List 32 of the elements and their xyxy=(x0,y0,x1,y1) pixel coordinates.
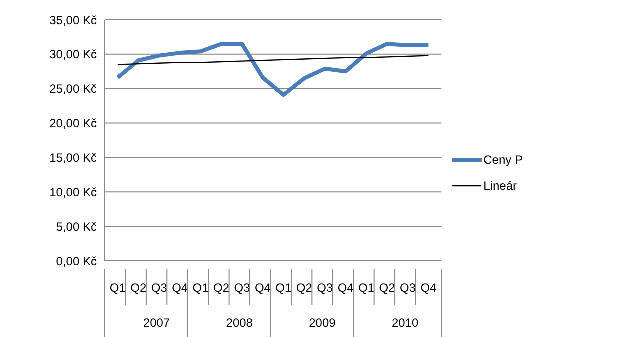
x-tick-label: Q2 xyxy=(296,281,313,295)
y-tick-label: 15,00 Kč xyxy=(50,150,97,165)
y-tick-label: 25,00 Kč xyxy=(50,82,97,96)
x-tick-label: Q3 xyxy=(317,281,334,295)
x-tick-label: Q2 xyxy=(379,281,396,295)
text: 2009 xyxy=(309,316,336,330)
x-tick-label: Q2 xyxy=(214,281,230,295)
x-tick-label: Q4 xyxy=(420,281,438,295)
x-tick-label: Q2 xyxy=(130,281,147,295)
x-tick-label: Q1 xyxy=(276,281,292,295)
y-tick-label: 20,00 Kč xyxy=(50,116,97,131)
y-tick-label: 35,00 Kč xyxy=(50,13,97,28)
legend-label: Lineár xyxy=(484,178,517,192)
text: 2007 xyxy=(143,316,170,330)
x-tick-label: Q4 xyxy=(338,281,354,295)
x-tick-label: Q1 xyxy=(192,281,210,295)
line-series xyxy=(116,42,431,98)
text: 2010 xyxy=(392,316,420,330)
x-tick-label: Q4 xyxy=(172,281,188,295)
x-tick-label: Q3 xyxy=(400,281,416,295)
x-tick-label: Q4 xyxy=(254,281,272,295)
x-tick-label: Q3 xyxy=(151,281,168,295)
y-tick-label: 10,00 Kč xyxy=(50,185,97,200)
y-tick-label: 5,00 Kč xyxy=(56,220,97,234)
text: 2008 xyxy=(226,316,254,330)
y-tick-label: 0,00 Kč xyxy=(56,254,97,268)
x-tick-label: Q1 xyxy=(110,281,126,295)
x-tick-label: Q3 xyxy=(234,281,251,295)
y-tick-label: 30,00 Kč xyxy=(50,48,97,62)
x-tick-label: Q1 xyxy=(358,281,375,295)
legend-label: Ceny P xyxy=(484,152,523,166)
line-series xyxy=(117,55,430,66)
